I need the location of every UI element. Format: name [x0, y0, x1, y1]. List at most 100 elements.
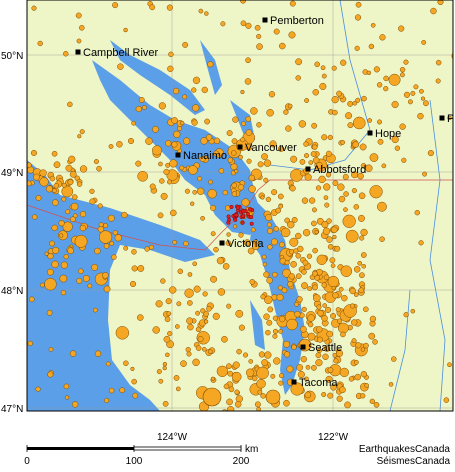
quake: [349, 303, 355, 309]
quake: [123, 27, 128, 33]
quake: [272, 333, 278, 339]
quake: [33, 173, 40, 181]
credit: SéismesCanada: [377, 456, 451, 467]
quake: [326, 236, 333, 243]
quake: [260, 195, 265, 200]
quake: [218, 168, 225, 174]
quake: [242, 352, 249, 358]
quake: [273, 28, 280, 35]
quake: [283, 399, 290, 407]
quake: [427, 149, 434, 157]
quake: [98, 230, 113, 244]
quake: [325, 306, 332, 313]
quake: [308, 197, 316, 204]
quake: [156, 369, 162, 375]
quake: [279, 42, 286, 50]
quake: [144, 246, 150, 252]
quake: [323, 345, 331, 352]
quake: [270, 238, 278, 246]
quake: [394, 145, 401, 151]
quake: [254, 401, 261, 408]
quake: [316, 162, 323, 169]
quake: [251, 242, 260, 250]
quake: [234, 401, 242, 408]
quake: [327, 244, 334, 250]
quake: [162, 365, 167, 371]
quake: [67, 101, 73, 108]
quake: [353, 204, 360, 210]
quake: [352, 100, 358, 106]
quake: [313, 412, 317, 416]
quake: [199, 155, 206, 163]
quake: [306, 253, 313, 259]
city-label: Tacoma: [299, 377, 338, 389]
city-label: P: [447, 113, 454, 125]
quake: [319, 82, 327, 90]
quake: [187, 300, 193, 306]
quake: [180, 360, 187, 367]
quake: [79, 224, 87, 232]
quake: [372, 339, 378, 345]
quake: [264, 295, 273, 304]
quake: [301, 306, 307, 312]
quake: [187, 323, 194, 331]
quake: [286, 318, 298, 331]
quake: [67, 179, 74, 186]
quake: [335, 307, 341, 313]
quake: [324, 202, 330, 208]
quake: [281, 287, 288, 294]
quake: [310, 151, 317, 157]
quake: [236, 348, 242, 355]
quake: [179, 120, 185, 126]
quake: [176, 301, 182, 307]
quake: [248, 359, 253, 364]
quake: [290, 168, 304, 182]
quake: [369, 398, 375, 405]
quake: [352, 141, 360, 148]
quake: [103, 285, 111, 293]
quake: [190, 201, 195, 206]
quake: [278, 329, 284, 334]
quake: [345, 112, 353, 120]
quake: [357, 260, 363, 266]
quake: [265, 213, 273, 221]
quake: [263, 159, 272, 167]
quake: [263, 313, 270, 320]
quake: [316, 336, 323, 343]
quake: [290, 260, 297, 268]
quake: [151, 145, 163, 156]
quake: [260, 393, 266, 399]
quake: [60, 261, 68, 269]
scale-label: 0: [24, 456, 30, 467]
quake: [271, 189, 278, 196]
quake: [325, 150, 332, 157]
quake: [244, 78, 252, 85]
credit: EarthquakesCanada: [359, 444, 451, 455]
quake: [243, 239, 251, 247]
quake: [331, 96, 339, 104]
quake: [173, 375, 180, 381]
quake: [132, 392, 139, 399]
quake: [376, 82, 383, 88]
quake: [363, 342, 369, 349]
quake: [192, 104, 200, 112]
quake: [354, 14, 362, 21]
quake: [169, 286, 177, 294]
quake: [355, 97, 361, 103]
quake: [35, 386, 41, 392]
quake-recent: [249, 215, 254, 220]
quake: [149, 244, 154, 250]
quake: [65, 209, 71, 215]
quake: [76, 181, 83, 187]
quake: [295, 232, 302, 240]
quake: [290, 155, 298, 163]
quake: [206, 306, 212, 312]
quake: [295, 253, 301, 259]
quake: [344, 401, 351, 409]
city-label: Victoria: [227, 238, 264, 250]
quake: [89, 188, 95, 194]
quake: [155, 300, 163, 308]
quake: [391, 356, 397, 362]
quake: [307, 332, 316, 341]
quake: [358, 192, 366, 200]
